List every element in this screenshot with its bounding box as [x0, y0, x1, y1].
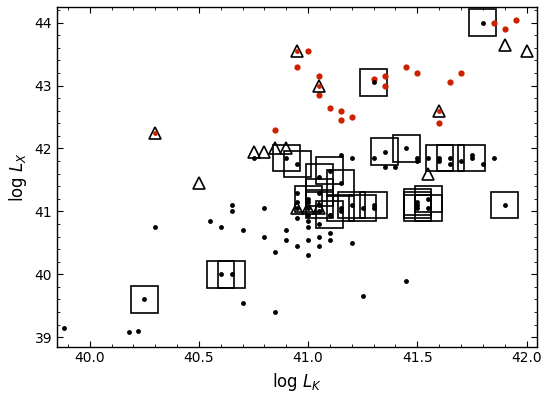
Bar — [207, 261, 234, 288]
Bar — [131, 286, 158, 313]
Bar — [360, 69, 387, 96]
Bar — [404, 195, 431, 222]
Bar — [305, 164, 333, 190]
Bar — [404, 192, 431, 218]
Bar — [491, 192, 518, 218]
Bar — [327, 170, 354, 196]
Bar — [360, 192, 387, 218]
Bar — [316, 201, 344, 228]
Bar — [458, 145, 486, 171]
Bar — [371, 138, 398, 165]
Bar — [305, 179, 333, 206]
Bar — [284, 151, 311, 178]
Bar — [437, 145, 464, 171]
Bar — [393, 135, 420, 162]
Bar — [415, 195, 442, 222]
Bar — [426, 145, 453, 171]
X-axis label: log $L_K$: log $L_K$ — [272, 371, 322, 393]
Bar — [295, 186, 322, 212]
Bar — [404, 189, 431, 215]
Bar — [338, 192, 365, 218]
Bar — [218, 261, 245, 288]
Bar — [349, 195, 376, 222]
Bar — [305, 192, 333, 218]
Bar — [327, 195, 354, 222]
Bar — [273, 145, 300, 171]
Bar — [316, 157, 344, 184]
Y-axis label: log $L_X$: log $L_X$ — [7, 152, 29, 202]
Bar — [469, 10, 496, 36]
Bar — [415, 186, 442, 212]
